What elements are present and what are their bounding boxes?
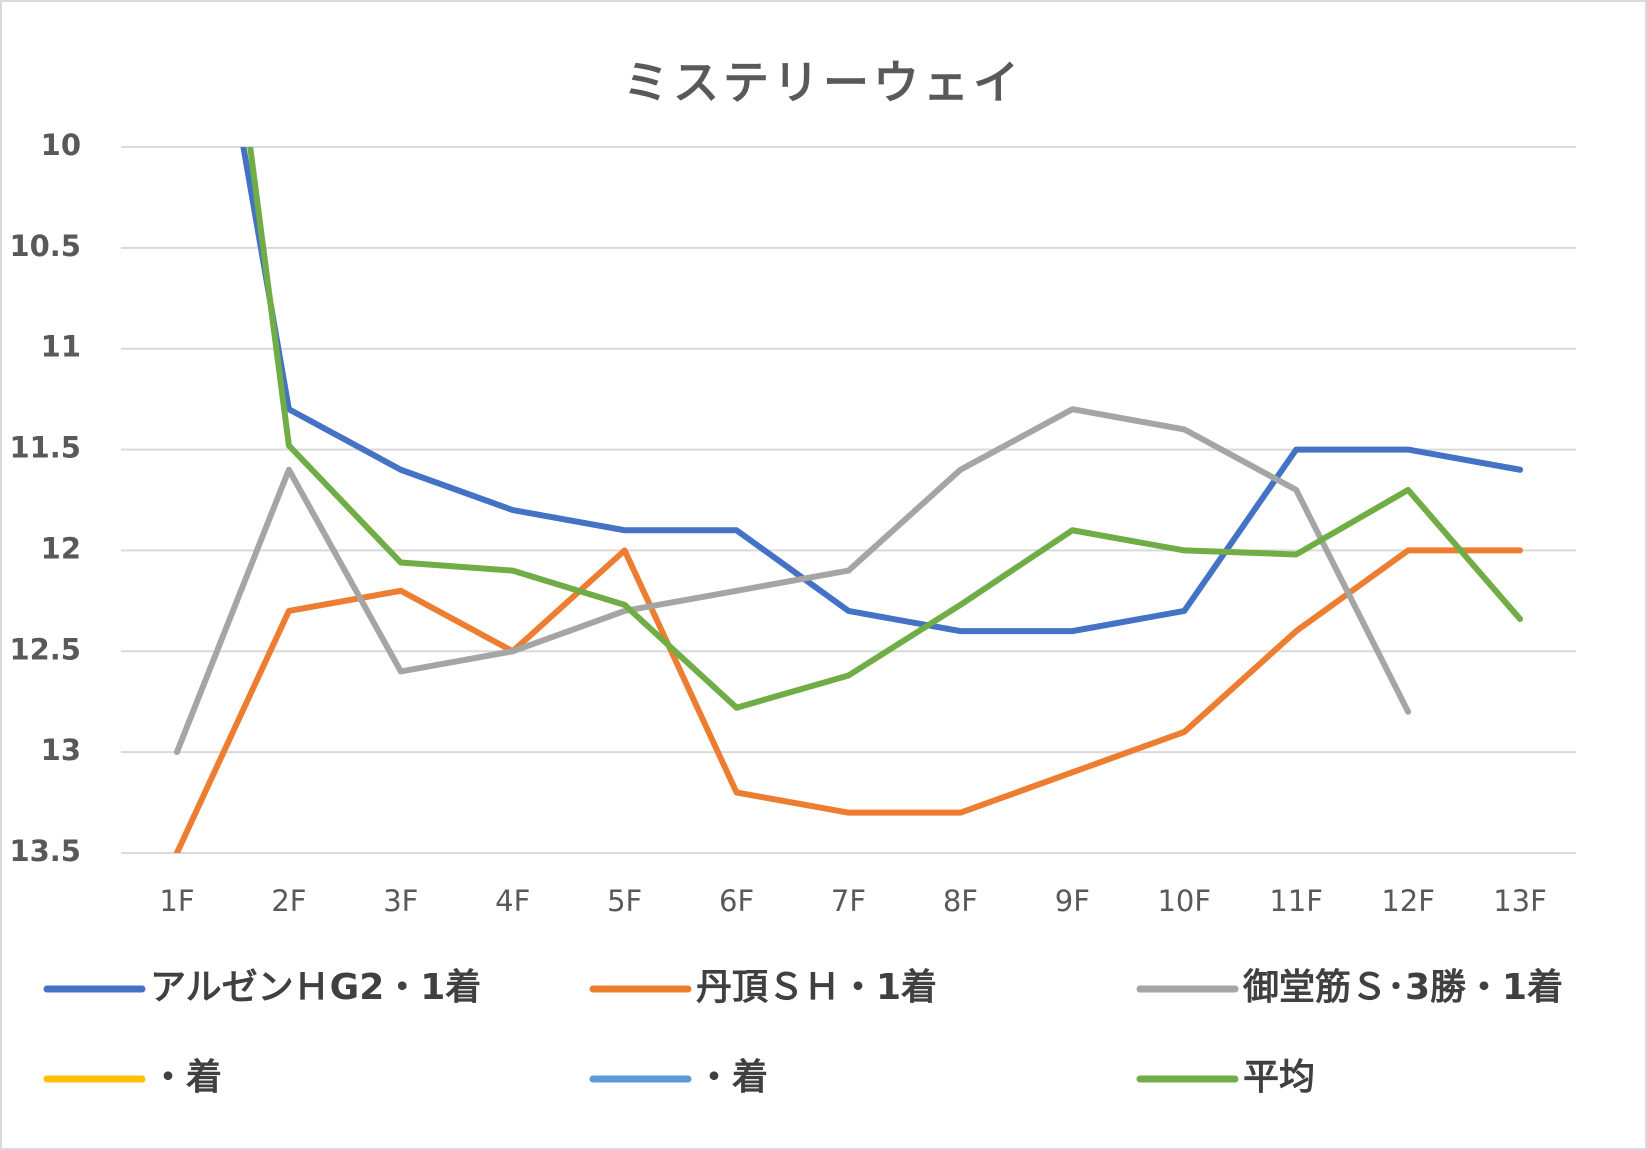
y-tick-label: 13: [41, 733, 81, 767]
y-tick-label: 10.5: [9, 229, 81, 263]
legend-label: 御堂筋Ｓ･3勝・1着: [1242, 967, 1563, 1008]
grid: [121, 146, 1576, 854]
plot-area: [173, 147, 1524, 853]
x-tick-label: 13F: [1493, 884, 1547, 918]
x-tick-label: 10F: [1157, 884, 1211, 918]
y-tick-label: 11: [41, 330, 81, 364]
y-tick-label: 12.5: [9, 632, 81, 666]
x-tick-label: 7F: [831, 884, 866, 918]
legend-label: アルゼンＨG2・1着: [150, 967, 481, 1008]
x-tick-label: 5F: [607, 884, 642, 918]
x-tick-label: 9F: [1055, 884, 1090, 918]
x-tick-label: 12F: [1381, 884, 1435, 918]
x-tick-label: 2F: [271, 884, 306, 918]
x-tick-label: 1F: [159, 884, 194, 918]
legend-label: 丹頂ＳＨ・1着: [696, 967, 937, 1008]
y-tick-label: 12: [41, 531, 81, 565]
legend-label: ・着: [150, 1057, 222, 1098]
legend-label: ・着: [696, 1057, 768, 1098]
series-line: [173, 547, 1524, 853]
x-tick-label: 11F: [1269, 884, 1323, 918]
y-tick-label: 13.5: [9, 834, 81, 868]
series-line: [173, 406, 1412, 756]
y-tick-label: 11.5: [9, 431, 81, 465]
x-tick-label: 8F: [943, 884, 978, 918]
x-tick-label: 4F: [495, 884, 530, 918]
series-line: [240, 147, 1524, 635]
legend-label: 平均: [1243, 1057, 1315, 1098]
series-line: [247, 147, 1524, 711]
x-tick-label: 6F: [719, 884, 754, 918]
x-tick-label: 3F: [383, 884, 418, 918]
y-tick-label: 10: [41, 128, 81, 162]
chart-title: ミステリーウェイ: [623, 56, 1023, 110]
